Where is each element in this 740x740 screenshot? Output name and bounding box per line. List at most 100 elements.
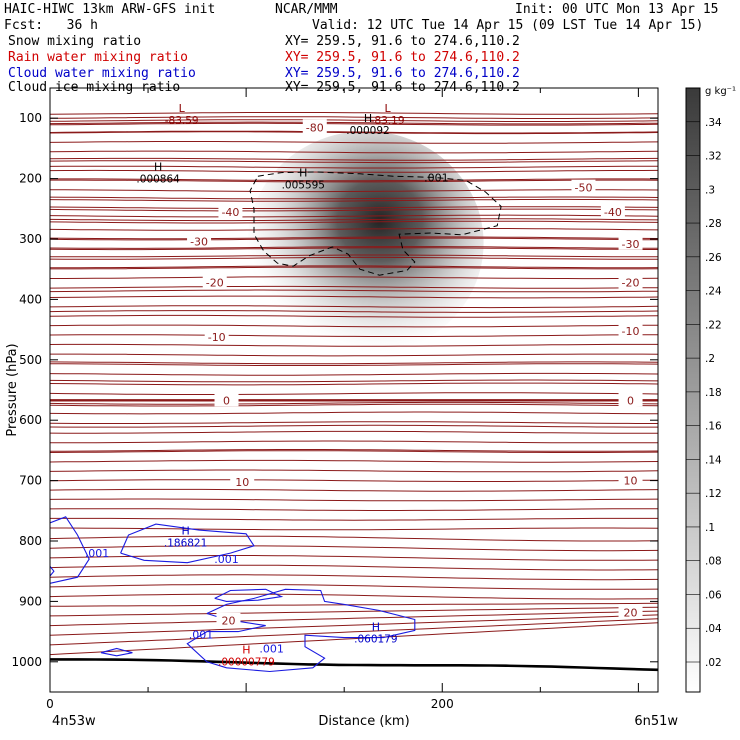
contour-label-bg — [202, 274, 227, 289]
temperature-contour-line — [50, 363, 658, 366]
colorbar-tick-label: .06 — [705, 589, 722, 601]
temperature-contour-line — [50, 266, 658, 270]
temperature-contour-line — [50, 430, 658, 434]
temperature-contour-line — [50, 214, 658, 218]
temperature-contour-line — [50, 469, 658, 473]
temperature-contour-line — [50, 122, 658, 126]
extremum-marker: H — [372, 621, 380, 634]
temperature-contour-line — [50, 421, 658, 424]
colorbar-tick-label: .2 — [705, 353, 715, 365]
temperature-contour-label: 0 — [627, 394, 634, 407]
temperature-contour-line — [50, 236, 658, 240]
model-title: HAIC-HIWC 13km ARW-GFS init — [4, 2, 216, 17]
temperature-contour-line — [50, 189, 658, 193]
y-tick-label: 600 — [19, 413, 42, 427]
temperature-contour-line — [50, 479, 658, 482]
temperature-contour-line — [50, 361, 658, 365]
temperature-contour-line — [50, 449, 658, 452]
contour-label-bg — [214, 392, 239, 407]
cloud-ice-contour — [249, 171, 502, 276]
temperature-contour-line — [50, 392, 658, 395]
y-tick-label: 700 — [19, 474, 42, 488]
colorbar-tick-label: .28 — [705, 218, 722, 230]
snow-mixing-ratio-shading — [247, 131, 484, 356]
temperature-contour-line — [50, 206, 658, 209]
temperature-contour-line — [50, 411, 658, 415]
colorbar-tick-label: .34 — [705, 117, 722, 129]
field-cloudwater-name: Cloud water mixing ratio — [8, 66, 196, 81]
colorbar-tick-label: .26 — [705, 252, 722, 264]
contour-label-bg — [600, 203, 625, 218]
temperature-contour-line — [50, 218, 658, 222]
colorbar-tick-label: .16 — [705, 421, 722, 433]
colorbar-tick-label: .14 — [705, 454, 722, 466]
temperature-contour-line — [50, 618, 658, 646]
contour-label-bg — [618, 604, 643, 619]
temperature-contour-line — [50, 508, 658, 511]
temperature-contour-line — [50, 498, 658, 502]
cloud-water-contour-label: .001 — [259, 643, 284, 656]
extremum-value: .060179 — [354, 634, 397, 646]
cloud-water-contour-label: .001 — [214, 553, 239, 566]
temperature-contour-line — [50, 379, 658, 383]
x-axis-label: Distance (km) — [318, 714, 409, 729]
temperature-contour-label: 20 — [221, 615, 235, 628]
x-tick-label: 200 — [431, 697, 454, 711]
temperature-contour-line — [50, 602, 658, 607]
institution-label: NCAR/MMM — [275, 2, 338, 17]
temperature-contour-line — [50, 285, 658, 289]
colorbar-tick-label: .22 — [705, 319, 722, 331]
x-right-endpoint-label: 6n51w — [634, 714, 678, 729]
extremum-marker: H — [154, 160, 162, 173]
temperature-contour-line — [50, 178, 658, 182]
cloud-ice-contour-label: .001 — [424, 171, 449, 184]
cloud-water-contour — [100, 647, 133, 657]
forecast-hour: Fcst: 36 h — [4, 18, 98, 33]
colorbar-tick-label: .18 — [705, 387, 722, 399]
temperature-contour-line — [50, 179, 658, 183]
colorbar-tick-label: .04 — [705, 623, 722, 635]
y-tick-label: 200 — [19, 172, 42, 186]
temperature-contour-line — [50, 450, 658, 453]
temperature-contour-line — [50, 227, 658, 231]
init-time: Init: 00 UTC Mon 13 Apr 15 — [515, 2, 719, 17]
temperature-contour-line — [50, 220, 658, 224]
colorbar-tick-label: .32 — [705, 151, 722, 163]
extremum-value: -83.59 — [165, 115, 199, 127]
y-tick-label: 400 — [19, 292, 42, 306]
y-tick-label: 500 — [19, 353, 42, 367]
colorbar-tick-label: .24 — [705, 286, 722, 298]
temperature-contour-line — [50, 198, 658, 202]
temperature-contour-label: 10 — [235, 476, 249, 489]
contour-label-bg — [618, 392, 643, 407]
temperature-contour-line — [50, 517, 658, 521]
temperature-contour-line — [50, 121, 658, 125]
terrain-line — [50, 658, 658, 672]
temperature-contour-line — [50, 353, 658, 357]
colorbar-tick-label: .02 — [705, 657, 722, 669]
field-snow-name: Snow mixing ratio — [8, 34, 142, 49]
field-cloudwater-xy: XY= 259.5, 91.6 to 274.6,110.2 — [285, 66, 520, 81]
temperature-contour-line — [50, 289, 658, 293]
temperature-contour-label: -20 — [206, 276, 224, 289]
y-tick-label: 900 — [19, 594, 42, 608]
temperature-contour-line — [50, 382, 658, 386]
extremum-value: -83.19 — [371, 115, 405, 127]
temperature-contour-line — [50, 208, 658, 212]
temperature-contour-line — [50, 401, 658, 405]
temperature-contour-label: -10 — [622, 325, 640, 338]
temperature-contour-line — [50, 343, 658, 347]
temperature-contour-line — [50, 334, 658, 337]
extremum-marker: L — [179, 102, 186, 115]
cloud-water-contour — [214, 588, 284, 602]
y-tick-label: 800 — [19, 534, 42, 548]
colorbar-unit: g kg⁻¹ — [705, 86, 736, 97]
x-tick-label: 0 — [46, 697, 54, 711]
temperature-contour-line — [50, 622, 658, 656]
field-snow-xy: XY= 259.5, 91.6 to 274.6,110.2 — [285, 34, 520, 49]
temperature-contour-label: -40 — [604, 206, 622, 219]
contour-label-bg — [618, 235, 643, 250]
temperature-contour-line — [50, 314, 658, 318]
y-tick-label: 1000 — [11, 655, 42, 669]
extremum-value: .186821 — [164, 538, 207, 550]
